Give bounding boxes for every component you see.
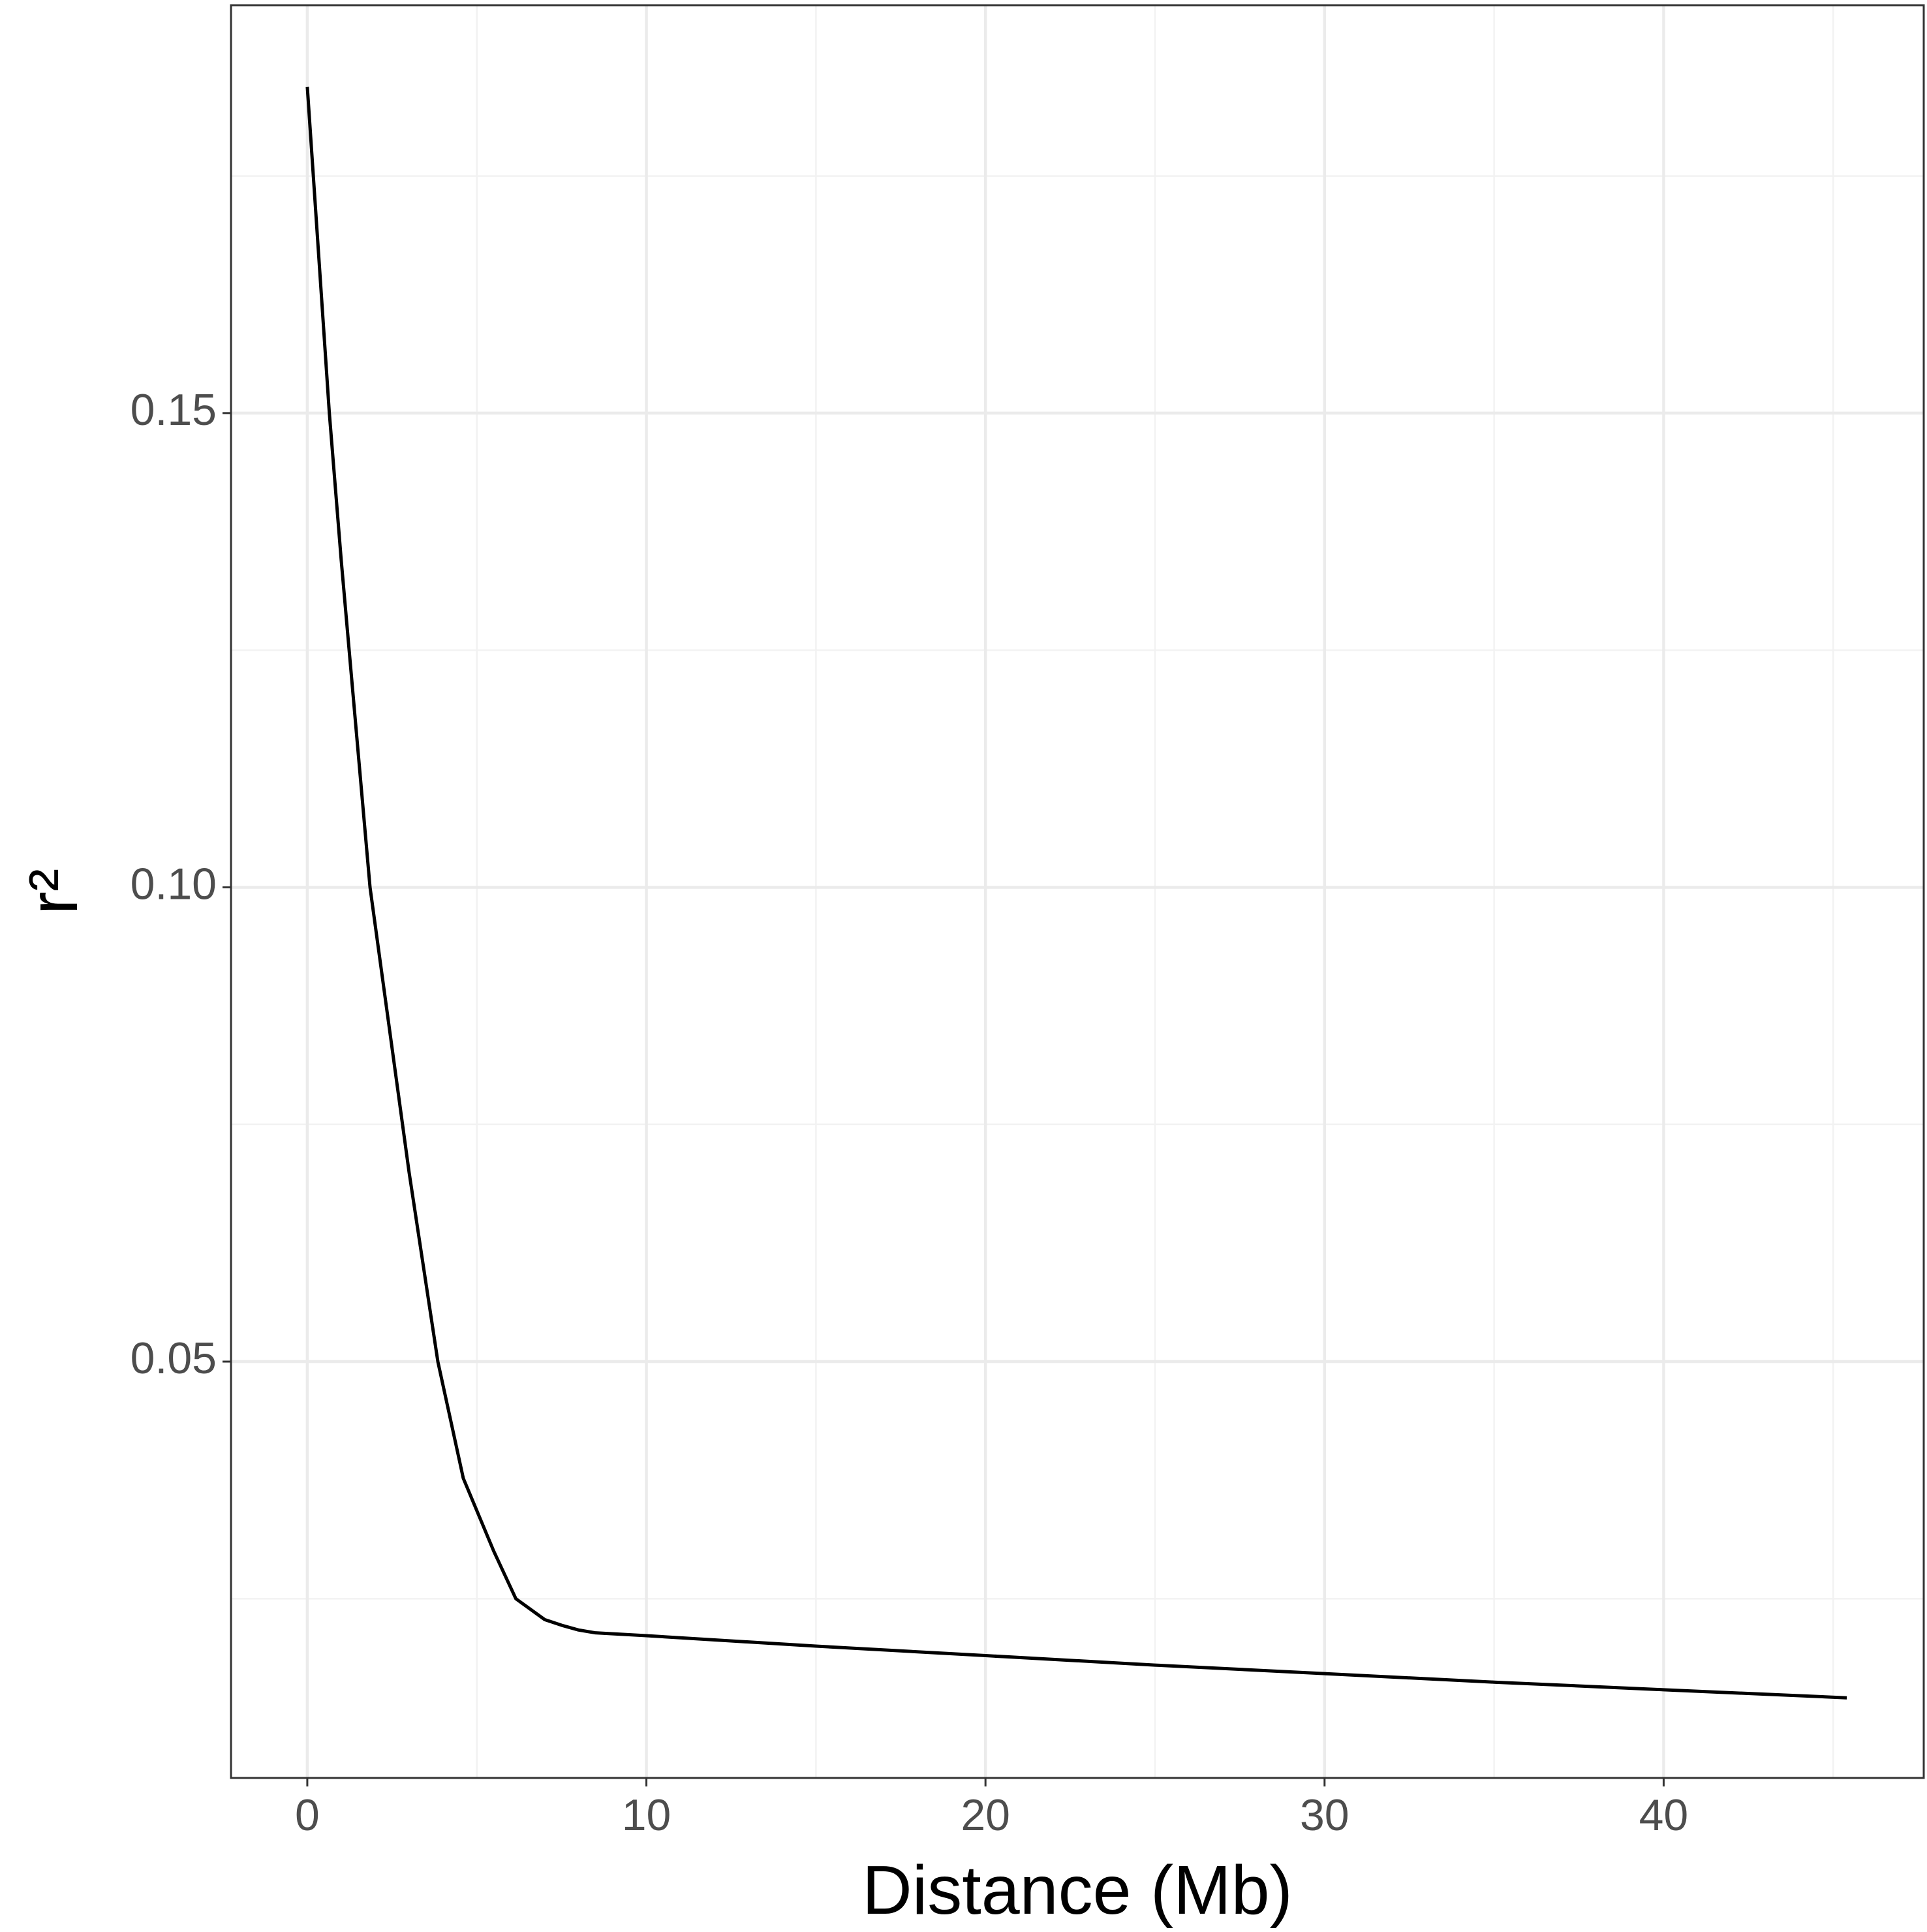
axes: 0 10 20 30 40 0.05 0.10 0.15 [131, 385, 1689, 1840]
x-tick-label: 30 [1300, 1790, 1349, 1840]
x-tick-label: 10 [622, 1790, 671, 1840]
x-tick-label: 0 [295, 1790, 320, 1840]
y-axis-title: r² [15, 869, 92, 915]
plot-marks [305, 86, 1847, 1700]
x-tick-label: 40 [1639, 1790, 1689, 1840]
x-axis-title: Distance (Mb) [862, 1852, 1293, 1929]
y-tick-label: 0.15 [131, 385, 217, 435]
y-tick-label: 0.10 [131, 859, 217, 909]
panel-border [230, 4, 1925, 1779]
line [305, 86, 1847, 1700]
y-tick-label: 0.05 [131, 1333, 217, 1383]
grid [231, 5, 1924, 1778]
x-tick-label: 20 [961, 1790, 1010, 1840]
